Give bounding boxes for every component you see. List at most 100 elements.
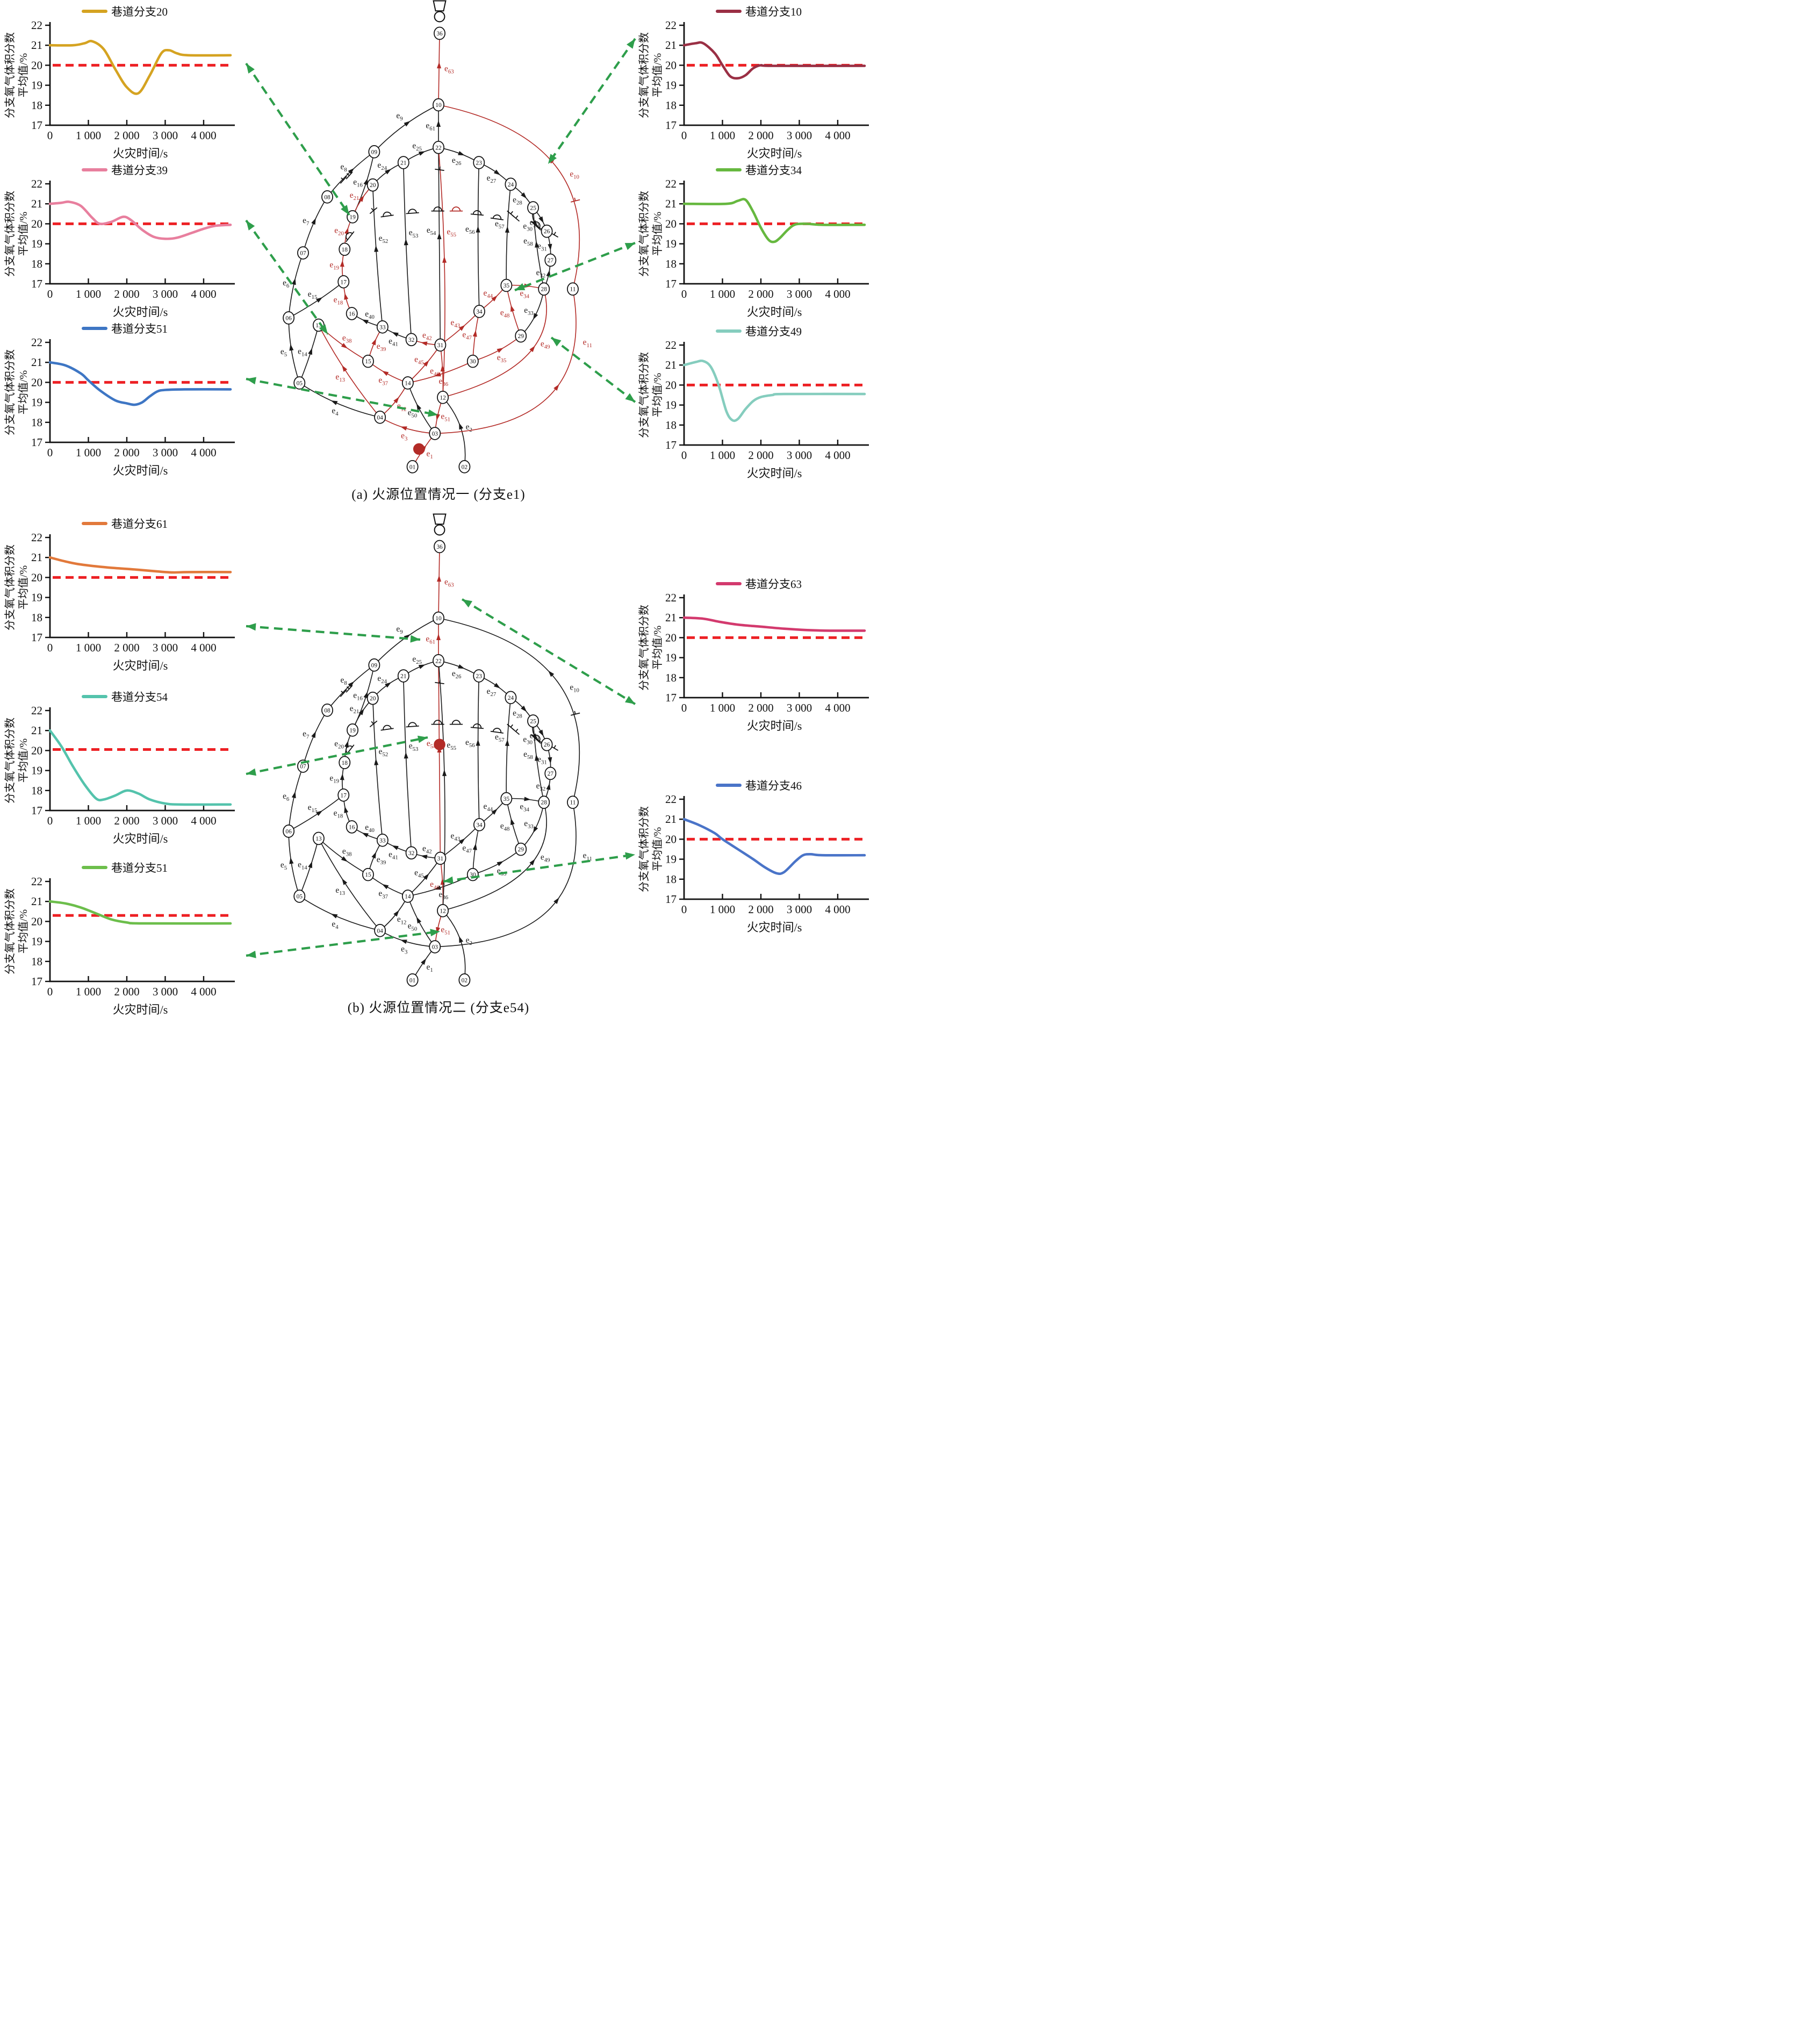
edge-label: e61: [426, 635, 435, 646]
network-node-23: 23: [473, 156, 485, 169]
svg-text:20: 20: [665, 833, 677, 845]
svg-text:平均值/%: 平均值/%: [17, 565, 30, 609]
edge-label: e28: [513, 709, 522, 720]
network-node-15: 15: [362, 354, 374, 368]
legend-label: 巷道分支46: [745, 779, 802, 792]
network-node-16: 16: [346, 820, 358, 834]
svg-text:22: 22: [31, 704, 42, 717]
series-curve: [682, 41, 866, 80]
air-damper-icon: [346, 231, 355, 242]
legend-label: 巷道分支34: [745, 164, 802, 177]
network-node-04: 04: [374, 410, 386, 424]
svg-text:33: 33: [379, 837, 386, 844]
chart-axes: [679, 342, 869, 446]
svg-text:06: 06: [285, 315, 292, 322]
network-node-29: 29: [515, 842, 527, 856]
svg-text:05: 05: [297, 380, 303, 386]
edge-label: e52: [379, 747, 389, 758]
edge-arrow-icon: [531, 220, 538, 227]
svg-text:18: 18: [342, 247, 348, 253]
edge-e12: e12: [379, 383, 408, 418]
network-node-32: 32: [405, 846, 418, 860]
tick-labels: 17 18 19 20 21 22 0 1 000 2 000 3 000 4 000: [665, 19, 851, 142]
edge-arrow-icon: [458, 664, 465, 669]
edge-arrow-icon: [400, 426, 407, 431]
edge-arrow-icon: [341, 856, 348, 862]
svg-text:35: 35: [504, 796, 510, 802]
edge-arrow-icon: [524, 797, 531, 801]
fire-source-dot: [434, 738, 445, 750]
svg-text:21: 21: [665, 813, 677, 826]
network-node-19: 19: [347, 723, 359, 737]
x-axis-label: 火灾时间/s: [747, 467, 802, 480]
svg-text:17: 17: [665, 277, 677, 290]
legend-label: 巷道分支61: [111, 518, 168, 530]
y-axis-label: 分支氧气体积分数 平均值/%: [638, 806, 664, 892]
svg-text:19: 19: [665, 399, 677, 412]
chart-branch-51a: 巷道分支51 17 18 19 20 21 22 0 1 000 2 000 3 000 4 000 分…: [3, 320, 247, 478]
svg-text:19: 19: [31, 396, 42, 409]
edge-label: e49: [541, 340, 550, 350]
svg-text:23: 23: [476, 160, 483, 167]
svg-text:21: 21: [31, 551, 42, 564]
svg-text:34: 34: [476, 309, 483, 315]
network-node-02: 02: [458, 460, 471, 474]
edge-arrow-icon: [358, 708, 364, 715]
legend-label: 巷道分支20: [111, 5, 168, 18]
series-curve: [682, 817, 866, 876]
arrowhead-icon: [626, 39, 635, 49]
air-damper-icon: [380, 725, 394, 731]
svg-text:17: 17: [31, 119, 42, 132]
edge-arrow-icon: [363, 178, 368, 185]
edge-label: e7: [303, 729, 310, 740]
chart-canvas: 巷道分支51 17 18 19 20 21 22 0 1 000 2 000 3 000 4 000 分…: [4, 862, 235, 1016]
edge-label: e15: [308, 290, 318, 300]
svg-text:分支氧气体积分数: 分支氧气体积分数: [4, 349, 16, 435]
svg-text:18: 18: [665, 873, 677, 886]
air-damper-icon: [470, 723, 484, 729]
edge-arrow-icon: [538, 216, 544, 224]
x-axis-label: 火灾时间/s: [747, 305, 802, 319]
svg-text:16: 16: [349, 824, 355, 830]
svg-text:17: 17: [31, 631, 42, 644]
edge-label: e18: [334, 295, 343, 306]
svg-text:11: 11: [570, 286, 576, 293]
edge-label: e39: [377, 855, 386, 866]
network-node-11: 11: [567, 282, 579, 296]
edge-label: e54: [427, 226, 436, 236]
edge-label: e28: [513, 196, 522, 206]
edge-label: e48: [500, 309, 510, 319]
svg-text:21: 21: [665, 39, 677, 52]
svg-text:21: 21: [665, 611, 677, 624]
svg-text:07: 07: [300, 764, 306, 770]
network-node-01: 01: [406, 973, 419, 987]
edge-label: e46: [430, 367, 440, 377]
arrowhead-icon: [246, 623, 256, 631]
svg-text:29: 29: [518, 847, 524, 853]
svg-text:分支氧气体积分数: 分支氧气体积分数: [638, 32, 650, 118]
network-diagram-a: e1 e2 e3 e4 e5 e6 e7 e8 e9 e10 e11 e12 e13 e14 e15 e16 e…: [258, 0, 619, 480]
edge-label: e47: [462, 331, 472, 341]
tick-labels: 17 18 19 20 21 22 0 1 000 2 000 3 000 4 000: [31, 531, 217, 654]
chart-axes: [679, 594, 869, 699]
svg-text:平均值/%: 平均值/%: [17, 909, 30, 953]
svg-text:18: 18: [31, 99, 42, 112]
svg-text:21: 21: [31, 356, 42, 369]
edge-label: e44: [483, 802, 493, 813]
edge-arrow-icon: [491, 295, 498, 302]
edge-arrow-icon: [548, 243, 552, 251]
network-node-10: 10: [433, 98, 444, 112]
svg-text:22: 22: [31, 336, 42, 349]
edge-arrow-icon: [363, 691, 368, 699]
y-axis-label: 分支氧气体积分数 平均值/%: [638, 352, 664, 438]
svg-text:06: 06: [285, 829, 292, 835]
chart-legend: 巷道分支20: [82, 5, 168, 18]
edge-label: e63: [444, 578, 454, 589]
svg-text:1 000: 1 000: [76, 985, 101, 998]
svg-text:22: 22: [665, 177, 677, 190]
svg-text:22: 22: [435, 145, 442, 151]
network-node-09: 09: [368, 658, 380, 672]
svg-text:04: 04: [377, 928, 383, 934]
svg-text:0: 0: [47, 985, 53, 998]
network-node-35: 35: [500, 792, 513, 806]
